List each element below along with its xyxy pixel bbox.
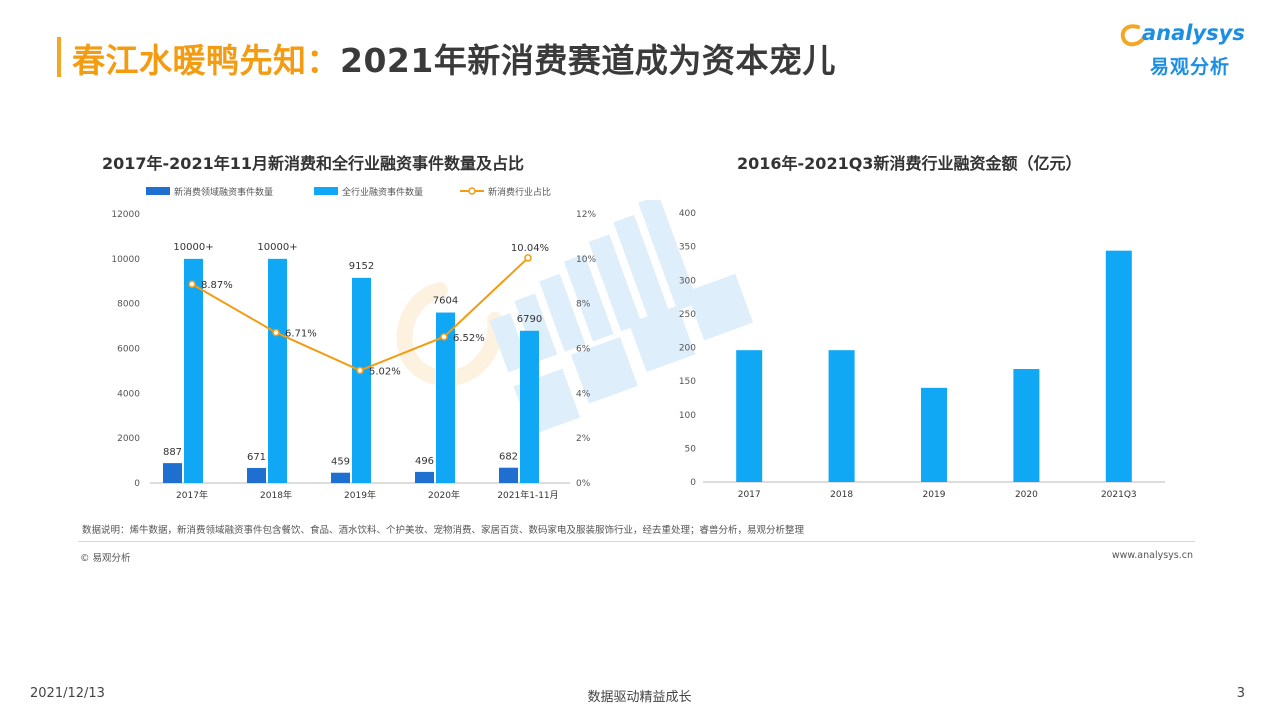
chart1-y-tick-label: 2000 [117,434,140,444]
bar-new-consumption-events [163,463,182,483]
bar-label-all-industry-events: 10000+ [173,242,213,253]
chart1-x-tick-label: 2019年 [344,489,376,501]
chart2-y-tick-label: 300 [679,276,696,286]
chart2-y-tick-label: 200 [679,344,696,354]
line-point-new-consumption-share [524,254,532,262]
chart1-y-tick-label: 6000 [117,345,140,355]
logo-text-cn: 易观分析 [1150,56,1231,78]
page-title-highlight: 春江水暖鸭先知： [72,41,340,80]
bar-new-consumption-events [499,467,518,483]
page-title: 春江水暖鸭先知：2021年新消费赛道成为资本宠儿 [72,34,836,82]
chart2-x-tick-label: 2019 [923,490,946,500]
line-label-new-consumption-share: 6.52% [453,333,485,344]
chart1-y-tick-label: 8000 [117,300,140,310]
chart2-y-tick-label: 50 [685,444,697,454]
line-label-new-consumption-share: 6.71% [285,329,317,340]
chart2-y-tick-label: 0 [690,478,696,488]
chart2-x-tick-label: 2021Q3 [1101,490,1137,500]
bar-new-consumption-events [247,467,266,483]
bar-financing-amount [736,350,763,482]
chart1-y2-tick-label: 8% [576,300,591,310]
bar-all-industry-events [520,330,539,483]
chart2-x-tick-label: 2020 [1015,490,1038,500]
bar-all-industry-events [268,258,287,483]
chart1-x-tick-label: 2020年 [428,489,460,501]
chart2-y-tick-label: 100 [679,411,696,421]
bar-financing-amount [828,350,855,482]
title-accent-bar [57,37,61,77]
footer-date: 2021/12/13 [30,686,105,701]
bar-label-all-industry-events: 9152 [349,261,374,272]
financing-amount-chart: 0 50 100 150 200 250 300 350 400 2017 2018 2019 202… [679,209,1165,500]
line-point-new-consumption-share [356,366,364,375]
footer-slogan: 数据驱动精益成长 [587,690,692,705]
chart2-x-tick-label: 2017 [738,490,761,500]
bar-label-all-industry-events: 7604 [433,296,458,307]
bar-label-new-consumption-events: 459 [331,457,350,468]
chart1-y-tick-label: 4000 [117,389,140,399]
bar-all-industry-events [352,277,371,483]
chart1-y2-tick-label: 4% [576,389,591,399]
page-number: 3 [1236,686,1245,701]
chart2-y-tick-label: 250 [679,310,696,320]
bar-label-new-consumption-events: 682 [499,452,518,463]
chart1-legend: 新消费领域融资事件数量 全行业融资事件数量 新消费行业占比 [146,186,551,198]
legend-swatch-all-industry-events [314,187,338,195]
bar-label-new-consumption-events: 671 [247,452,266,463]
financing-events-chart: 新消费领域融资事件数量 全行业融资事件数量 新消费行业占比 0 2000 4000 6… [111,186,596,501]
chart2-title: 2016年-2021Q3新消费行业融资金额（亿元） [737,154,1082,173]
bar-new-consumption-events [331,472,350,483]
chart1-y-tick-label: 0 [134,479,140,489]
chart1-y2-tick-label: 2% [576,434,591,444]
logo-text-en: analysys [1142,21,1245,45]
chart1-y2-tick-label: 0% [576,479,591,489]
bar-financing-amount [1013,369,1040,482]
chart2-y-tick-label: 350 [679,243,696,253]
bar-all-industry-events [436,312,455,483]
bar-new-consumption-events [415,471,434,483]
chart1-x-tick-label: 2018年 [260,489,292,501]
bar-label-all-industry-events: 10000+ [257,242,297,253]
line-label-new-consumption-share: 10.04% [511,243,549,254]
line-point-new-consumption-share [188,280,196,288]
chart2-x-tick-label: 2018 [830,490,853,500]
bar-label-new-consumption-events: 887 [163,447,182,458]
line-point-new-consumption-share [272,328,280,337]
line-label-new-consumption-share: 8.87% [201,280,233,291]
bar-label-new-consumption-events: 496 [415,456,434,467]
chart2-y-tick-label: 400 [679,209,696,219]
bar-all-industry-events [184,258,203,483]
line-point-new-consumption-share [440,333,448,341]
legend-marker-new-consumption-share [468,187,476,195]
legend-swatch-new-consumption-events [146,187,170,195]
chart1-title: 2017年-2021年11月新消费和全行业融资事件数量及占比 [102,154,524,173]
bar-financing-amount [921,387,947,482]
chart1-y-tick-label: 12000 [111,210,140,220]
chart2-y-tick-label: 150 [679,377,696,387]
chart1-x-tick-label: 2021年1-11月 [497,489,558,501]
bar-label-all-industry-events: 6790 [517,314,542,325]
legend-label-all-industry-events: 全行业融资事件数量 [342,186,423,198]
line-label-new-consumption-share: 5.02% [369,366,401,377]
website-link[interactable]: www.analysys.cn [1111,550,1193,561]
chart1-y2-tick-label: 12% [576,210,596,220]
chart1-x-tick-label: 2017年 [176,489,208,501]
legend-label-new-consumption-share: 新消费行业占比 [488,186,551,198]
bar-financing-amount [1105,250,1132,482]
copyright-text: © 易观分析 [80,553,131,564]
analysys-logo: analysys 易观分析 [1118,18,1248,82]
data-source-note: 数据说明：烯牛数据，新消费领域融资事件包含餐饮、食品、酒水饮料、个护美妆、宠物消… [82,525,805,536]
chart1-y-tick-label: 10000 [111,255,140,265]
divider [78,541,1195,542]
chart1-y2-tick-label: 10% [576,255,596,265]
page-title-rest: 2021年新消费赛道成为资本宠儿 [340,41,836,80]
chart1-y2-tick-label: 6% [576,345,591,355]
logo-swoosh-icon [1120,24,1146,47]
legend-label-new-consumption-events: 新消费领域融资事件数量 [174,186,273,198]
